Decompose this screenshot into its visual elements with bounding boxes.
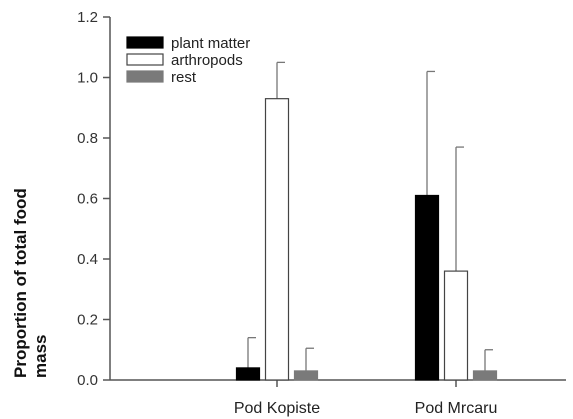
bar — [264, 98, 290, 381]
y-tick-label: 0.0 — [77, 372, 98, 389]
y-axis-label-line2: mass — [31, 335, 50, 378]
bar — [414, 194, 440, 381]
bars — [235, 61, 498, 381]
legend-swatch — [126, 53, 164, 66]
bar — [293, 370, 319, 381]
legend-label: rest — [171, 69, 197, 86]
y-tick-label: 1.0 — [77, 70, 98, 87]
y-tick-label: 1.2 — [77, 9, 98, 26]
legend-swatch — [126, 70, 164, 83]
bar — [472, 370, 498, 381]
legend-label: plant matter — [171, 35, 250, 52]
y-tick-label: 0.6 — [77, 191, 98, 208]
bar — [235, 367, 261, 381]
y-axis-label-line1: Proportion of total food — [11, 188, 30, 378]
bar — [443, 270, 469, 381]
y-tick-label: 0.2 — [77, 312, 98, 329]
y-tick-label: 0.8 — [77, 130, 98, 147]
x-tick-label: Pod Kopiste — [234, 400, 320, 417]
axes: 0.0 0.2 0.4 0.6 0.8 1.0 1.2 Pod Kopiste Pod Mrca… — [77, 9, 566, 417]
legend-swatch — [126, 36, 164, 49]
y-tick-label: 0.4 — [77, 251, 98, 268]
legend-label: arthropods — [171, 52, 243, 69]
x-tick-label: Pod Mrcaru — [415, 400, 498, 417]
